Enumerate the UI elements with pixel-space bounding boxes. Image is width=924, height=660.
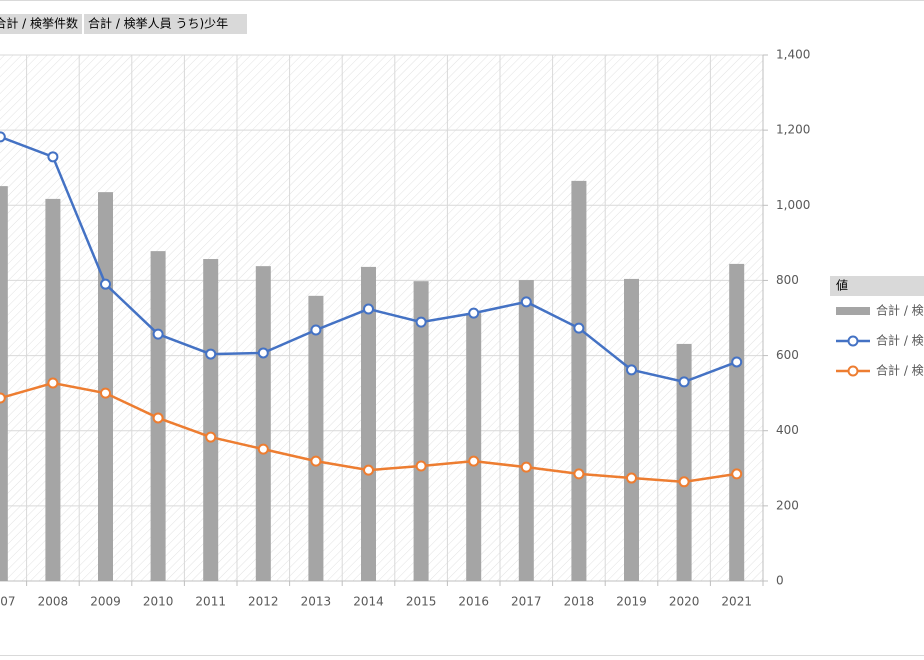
field-button[interactable] (84, 14, 247, 34)
point (0, 131, 6, 143)
bar (518, 280, 534, 581)
x-tick-label: 2018 (564, 595, 595, 609)
x-tick-label: 2011 (195, 595, 226, 609)
bar (676, 343, 692, 581)
x-tick-label: 2016 (458, 595, 489, 609)
x-tick-label: 2013 (301, 595, 332, 609)
bar (203, 259, 219, 581)
point (205, 348, 217, 360)
point (626, 472, 637, 484)
x-tick-label: 2017 (511, 595, 542, 609)
point (152, 328, 164, 340)
point (626, 364, 637, 376)
x-tick-label: 2014 (353, 595, 384, 609)
point (152, 412, 164, 424)
legend-swatch (847, 335, 859, 347)
bar (413, 281, 429, 581)
point (520, 296, 532, 308)
point (415, 316, 427, 328)
y-tick-label: 400 (776, 423, 799, 437)
y-tick-label: 200 (776, 498, 799, 512)
point (205, 431, 217, 443)
x-tick-label: 2007 (0, 595, 16, 609)
point (573, 322, 585, 334)
bar (466, 313, 482, 581)
legend-label: 合計 / 検挙人員 うち)少年 (876, 363, 924, 378)
point (573, 468, 585, 480)
bar (361, 266, 376, 581)
x-tick-label: 2020 (669, 595, 700, 609)
point (415, 460, 427, 472)
point (0, 392, 6, 404)
bar (45, 198, 61, 582)
bar (624, 278, 639, 581)
legend-label: 合計 / 検挙人員 (876, 303, 924, 318)
point (100, 387, 111, 399)
field-button-label[interactable]: 合計 / 検挙件数 (0, 16, 78, 31)
y-tick-label: 1,200 (776, 123, 810, 137)
point (257, 443, 269, 455)
x-tick-label: 2010 (143, 595, 174, 609)
bar (729, 263, 745, 581)
point (520, 461, 532, 473)
field-button-label[interactable]: 合計 / 検挙人員 うち)少年 (88, 16, 228, 31)
point (47, 377, 59, 389)
y-tick-label: 600 (776, 348, 799, 362)
x-tick-label: 2021 (721, 595, 752, 609)
point (731, 356, 743, 368)
x-tick-label: 2009 (90, 595, 121, 609)
point (678, 376, 690, 388)
point (468, 455, 480, 467)
y-tick-label: 1,000 (776, 198, 810, 212)
x-tick-label: 2019 (616, 595, 647, 609)
y-tick-label: 800 (776, 273, 799, 287)
point (731, 468, 743, 480)
point (257, 347, 269, 359)
legend-title-button[interactable] (830, 276, 924, 296)
point (47, 151, 59, 163)
bar (98, 192, 113, 581)
y-tick-label: 1,400 (776, 48, 810, 62)
point (100, 278, 111, 290)
x-tick-label: 2008 (38, 595, 69, 609)
point (678, 476, 690, 488)
bar (308, 295, 324, 581)
plot-area (0, 55, 763, 581)
bar (255, 266, 271, 581)
point (363, 303, 374, 315)
x-tick-label: 2015 (406, 595, 437, 609)
field-button[interactable] (0, 14, 82, 34)
point (310, 455, 322, 467)
x-tick-label: 2012 (248, 595, 279, 609)
y-tick-label: 0 (776, 574, 784, 588)
bar (0, 186, 8, 582)
bar (571, 180, 587, 581)
point (468, 307, 480, 319)
legend-title: 値 (836, 278, 848, 293)
field-buttons: 合計 / 検挙件数 合計 / 検挙人員 うち)少年 (0, 14, 247, 34)
legend-swatch (847, 365, 859, 377)
legend-label: 合計 / 検挙件数 (876, 333, 924, 348)
legend-swatch (836, 307, 870, 315)
point (363, 464, 374, 476)
point (310, 324, 322, 336)
